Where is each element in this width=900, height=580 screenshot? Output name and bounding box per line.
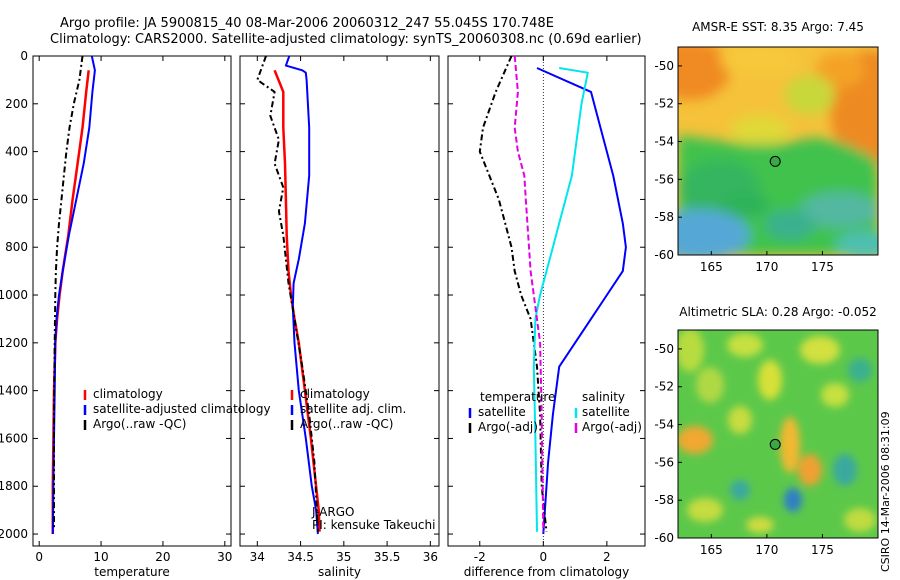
depth-tick-label: 1800 (0, 479, 28, 493)
salinity-xtick-label: 35.5 (374, 550, 401, 564)
depth-tick-label: 1600 (0, 431, 28, 445)
temperature-xtick-label: 0 (35, 550, 43, 564)
difference-salinity-legend-label: salinity (582, 390, 625, 404)
header-line1: Argo profile: JA 5900815_40 08-Mar-2006 … (60, 16, 554, 31)
depth-tick-label: 1200 (0, 336, 28, 350)
difference-temperature-legend-label: satellite (478, 405, 526, 419)
difference-series-3 (513, 55, 545, 532)
sst-map-title: AMSR-E SST: 8.35 Argo: 7.45 (692, 20, 864, 34)
difference-temperature-legend-label: temperature (480, 390, 555, 404)
csiro-credit: CSIRO 14-Mar-2006 08:31:09 (879, 411, 892, 572)
sla_map-ytick-label: -50 (654, 342, 674, 356)
depth-tick-label: 200 (5, 97, 28, 111)
temperature-legend-label: satellite-adjusted climatology (93, 402, 271, 416)
difference-salinity-legend-label: Argo(-adj) (582, 420, 642, 434)
sst_map-ytick-label: -58 (654, 210, 674, 224)
difference-xtick-label: -2 (474, 550, 486, 564)
sst_map-xtick-label: 165 (700, 260, 723, 274)
salinity-series-0 (273, 69, 321, 532)
sst_map-xtick-label: 175 (811, 260, 834, 274)
sst-argo-location-marker (769, 155, 781, 167)
sla_map-xtick-label: 170 (755, 543, 778, 557)
temperature-legend-label: climatology (93, 387, 163, 401)
header-line2: Climatology: CARS2000. Satellite-adjuste… (50, 32, 642, 47)
salinity-plot-frame (239, 55, 440, 547)
sla-argo-location-marker (769, 438, 781, 450)
sla_map-ytick-label: -54 (654, 418, 674, 432)
depth-tick-label: 800 (5, 240, 28, 254)
depth-tick-label: 600 (5, 192, 28, 206)
temperature-legend-label: Argo(..raw -QC) (93, 417, 186, 431)
difference-series-0 (536, 67, 627, 535)
salinity-xtick-label: 34 (250, 550, 265, 564)
sst_map-ytick-label: -56 (654, 172, 674, 186)
sst_map-ytick-label: -52 (654, 97, 674, 111)
sst_map-ytick-label: -60 (654, 248, 674, 262)
difference-series-1 (478, 55, 548, 532)
temperature-series-2 (53, 55, 84, 530)
sla_map-xtick-label: 175 (811, 543, 834, 557)
salinity-legend-label: climatology (300, 387, 370, 401)
difference-xtick-label: 2 (603, 550, 611, 564)
sla-map-axes: 165 170 175 -50 -52 -54 -56 -58 -60 (654, 342, 834, 557)
sla_map-ytick-label: -56 (654, 455, 674, 469)
sla_map-xtick-label: 165 (700, 543, 723, 557)
salinity-xtick-label: 35 (336, 550, 351, 564)
sst_map-xtick-label: 170 (755, 260, 778, 274)
difference-series-2 (532, 67, 589, 532)
temperature-plot-frame (32, 55, 232, 547)
depth-tick-label: 2000 (0, 527, 28, 541)
sla_map-ytick-label: -52 (654, 380, 674, 394)
sla-map-field (678, 330, 878, 538)
sla-map-title: Altimetric SLA: 0.28 Argo: -0.052 (679, 305, 876, 319)
salinity-legend-label: satellite adj. clim. (300, 402, 406, 416)
salinity-series-2 (256, 55, 319, 532)
sla_map-ytick-label: -58 (654, 493, 674, 507)
salinity-panel: 34 34.5 35 35.5 36 salinity climatologysatelli… (239, 55, 440, 579)
depth-tick-label: 1000 (0, 288, 28, 302)
depth-tick-label: 400 (5, 145, 28, 159)
temperature-xtick-label: 10 (93, 550, 108, 564)
temperature-xlabel: temperature (94, 565, 169, 579)
difference-temperature-legend-label: Argo(-adj) (478, 420, 538, 434)
difference-plot-frame (447, 55, 646, 547)
depth-tick-label: 1400 (0, 384, 28, 398)
salinity-xlabel: salinity (318, 565, 361, 579)
salinity-xtick-label: 36 (423, 550, 438, 564)
sst_map-ytick-label: -50 (654, 59, 674, 73)
depth-tick-label: 0 (20, 49, 28, 63)
salinity-series-1 (284, 55, 319, 535)
difference-xtick-label: 0 (540, 550, 548, 564)
salinity-legend-label: Argo(..raw -QC) (300, 417, 393, 431)
difference-salinity-legend-label: satellite (582, 405, 630, 419)
temperature-panel: 0 10 20 30 0 200 400 600 800 1000 1200 1400 1600 1800… (0, 49, 271, 579)
sst-map-axes: 165 170 175 -50 -52 -54 -56 -58 -60 (654, 59, 834, 274)
temperature-series-1 (51, 55, 96, 535)
sst_map-ytick-label: -54 (654, 135, 674, 149)
salinity-xtick-label: 34.5 (287, 550, 314, 564)
sla_map-ytick-label: -60 (654, 531, 674, 545)
difference-xlabel: difference from climatology (464, 565, 630, 579)
temperature-xtick-label: 20 (155, 550, 170, 564)
temperature-xtick-label: 30 (217, 550, 232, 564)
investigator-annotation: J-ARGO (311, 505, 354, 519)
investigator-annotation: PI: kensuke Takeuchi (312, 518, 435, 532)
sst-map-field (678, 47, 878, 255)
